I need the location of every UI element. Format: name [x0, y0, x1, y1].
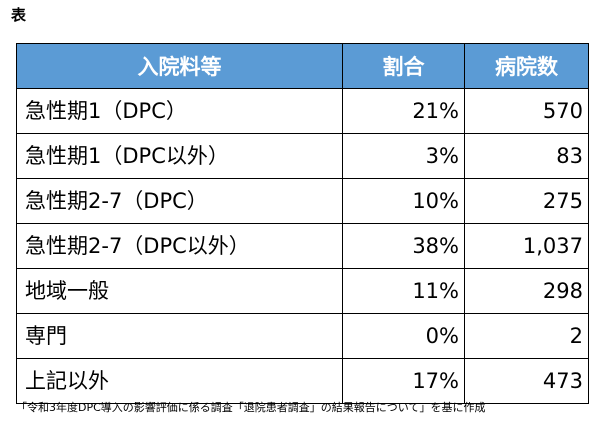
cell-ratio: 0% [342, 313, 465, 359]
table-row: 上記以外 17% 473 [16, 358, 589, 404]
cell-category: 地域一般 [16, 268, 343, 314]
table-header-row: 入院料等 割合 病院数 [16, 43, 589, 89]
cell-hospital-count: 570 [464, 88, 589, 134]
table-row: 急性期2-7（DPC） 10% 275 [16, 178, 589, 224]
table-row: 地域一般 11% 298 [16, 268, 589, 314]
cell-ratio: 11% [342, 268, 465, 314]
cell-hospital-count: 473 [464, 358, 589, 404]
header-hospital-count: 病院数 [464, 43, 589, 89]
cell-ratio: 10% [342, 178, 465, 224]
table-row: 急性期1（DPC以外） 3% 83 [16, 133, 589, 179]
source-footnote: 「令和3年度DPC導入の影響評価に係る調査「退院患者調査」の結果報告について」を… [16, 401, 486, 414]
cell-hospital-count: 1,037 [464, 223, 589, 269]
table-row: 急性期1（DPC） 21% 570 [16, 88, 589, 134]
cell-ratio: 17% [342, 358, 465, 404]
cell-category: 急性期1（DPC以外） [16, 133, 343, 179]
cell-ratio: 38% [342, 223, 465, 269]
cell-hospital-count: 83 [464, 133, 589, 179]
page-title: 表 [11, 6, 27, 24]
header-category: 入院料等 [16, 43, 343, 89]
cell-ratio: 21% [342, 88, 465, 134]
header-ratio: 割合 [342, 43, 465, 89]
cell-ratio: 3% [342, 133, 465, 179]
data-table: 入院料等 割合 病院数 急性期1（DPC） 21% 570 急性期1（DPC以外… [16, 43, 589, 404]
cell-category: 専門 [16, 313, 343, 359]
cell-category: 急性期2-7（DPC） [16, 178, 343, 224]
table-row: 急性期2-7（DPC以外） 38% 1,037 [16, 223, 589, 269]
cell-category: 上記以外 [16, 358, 343, 404]
table-row: 専門 0% 2 [16, 313, 589, 359]
cell-hospital-count: 2 [464, 313, 589, 359]
cell-hospital-count: 298 [464, 268, 589, 314]
cell-category: 急性期2-7（DPC以外） [16, 223, 343, 269]
cell-category: 急性期1（DPC） [16, 88, 343, 134]
cell-hospital-count: 275 [464, 178, 589, 224]
